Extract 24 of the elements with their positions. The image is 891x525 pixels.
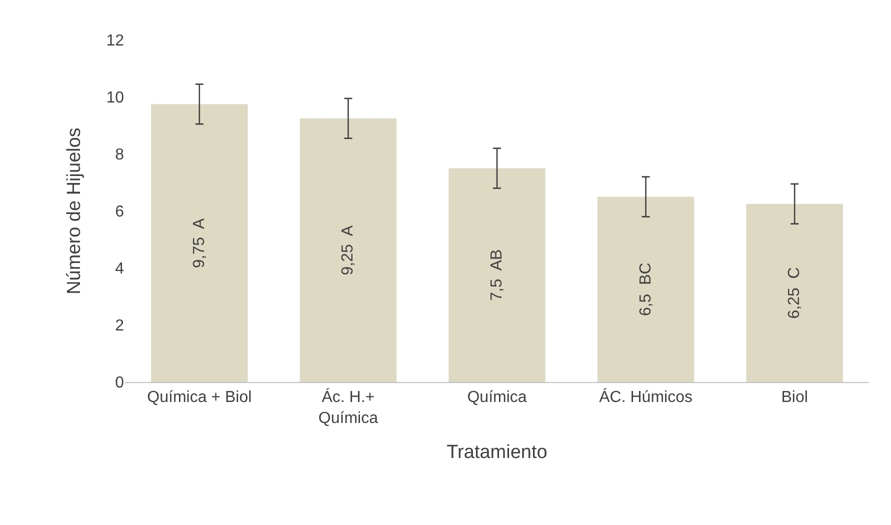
y-tick-label: 2 [115, 318, 124, 335]
x-tick-label: Química + Biol [147, 389, 252, 406]
y-tick-label: 10 [106, 90, 124, 107]
y-tick-label: 12 [106, 32, 124, 50]
bar [448, 168, 546, 382]
x-tick-label: Biol [781, 389, 808, 406]
x-tick-label: Química [467, 389, 527, 406]
y-axis-title: Número de Hijuelos [64, 128, 86, 294]
bar [300, 118, 397, 382]
data-label: 9,25 A [340, 225, 357, 276]
y-tick-label: 6 [115, 204, 124, 221]
x-tick-label: ÁC. Húmicos [599, 388, 692, 406]
y-tick-label: 0 [115, 374, 124, 392]
data-label: 9,75 A [190, 218, 208, 268]
data-label: 6,5 BC [637, 262, 654, 316]
bar [151, 104, 248, 382]
data-label: 6,25 C [786, 267, 804, 319]
x-axis-title: Tratamiento [446, 442, 548, 463]
y-tick-label: 8 [115, 146, 124, 164]
bar [597, 196, 694, 382]
data-label: 7,5 AB [488, 249, 506, 301]
bar [746, 204, 843, 382]
y-tick-label: 4 [115, 260, 124, 278]
x-tick-label: Ác. H.+ Química [318, 388, 378, 427]
